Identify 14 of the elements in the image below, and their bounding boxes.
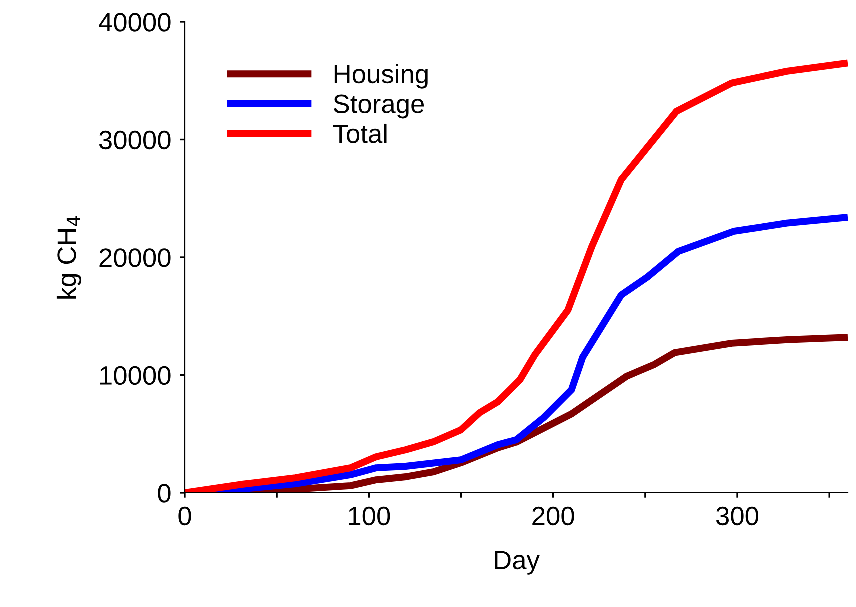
y-tick-label: 0 <box>158 484 171 503</box>
y-tick-label: 30000 <box>99 130 171 150</box>
y-axis-title: kg CH$_{4}$ <box>56 216 82 299</box>
legend-label: Total <box>333 124 387 144</box>
x-tick-label: 0 <box>178 506 192 526</box>
legend-label: Housing <box>334 64 428 89</box>
y-tick-label: 10000 <box>100 366 171 386</box>
x-tick-label: 200 <box>532 506 574 526</box>
x-tick-label: 300 <box>716 506 758 526</box>
legend-label: Storage <box>334 94 424 119</box>
x-axis-title: Day <box>495 551 540 575</box>
y-tick-label: 40000 <box>99 13 171 32</box>
x-tick-label: 100 <box>349 506 390 526</box>
y-tick-label: 20000 <box>100 248 171 268</box>
